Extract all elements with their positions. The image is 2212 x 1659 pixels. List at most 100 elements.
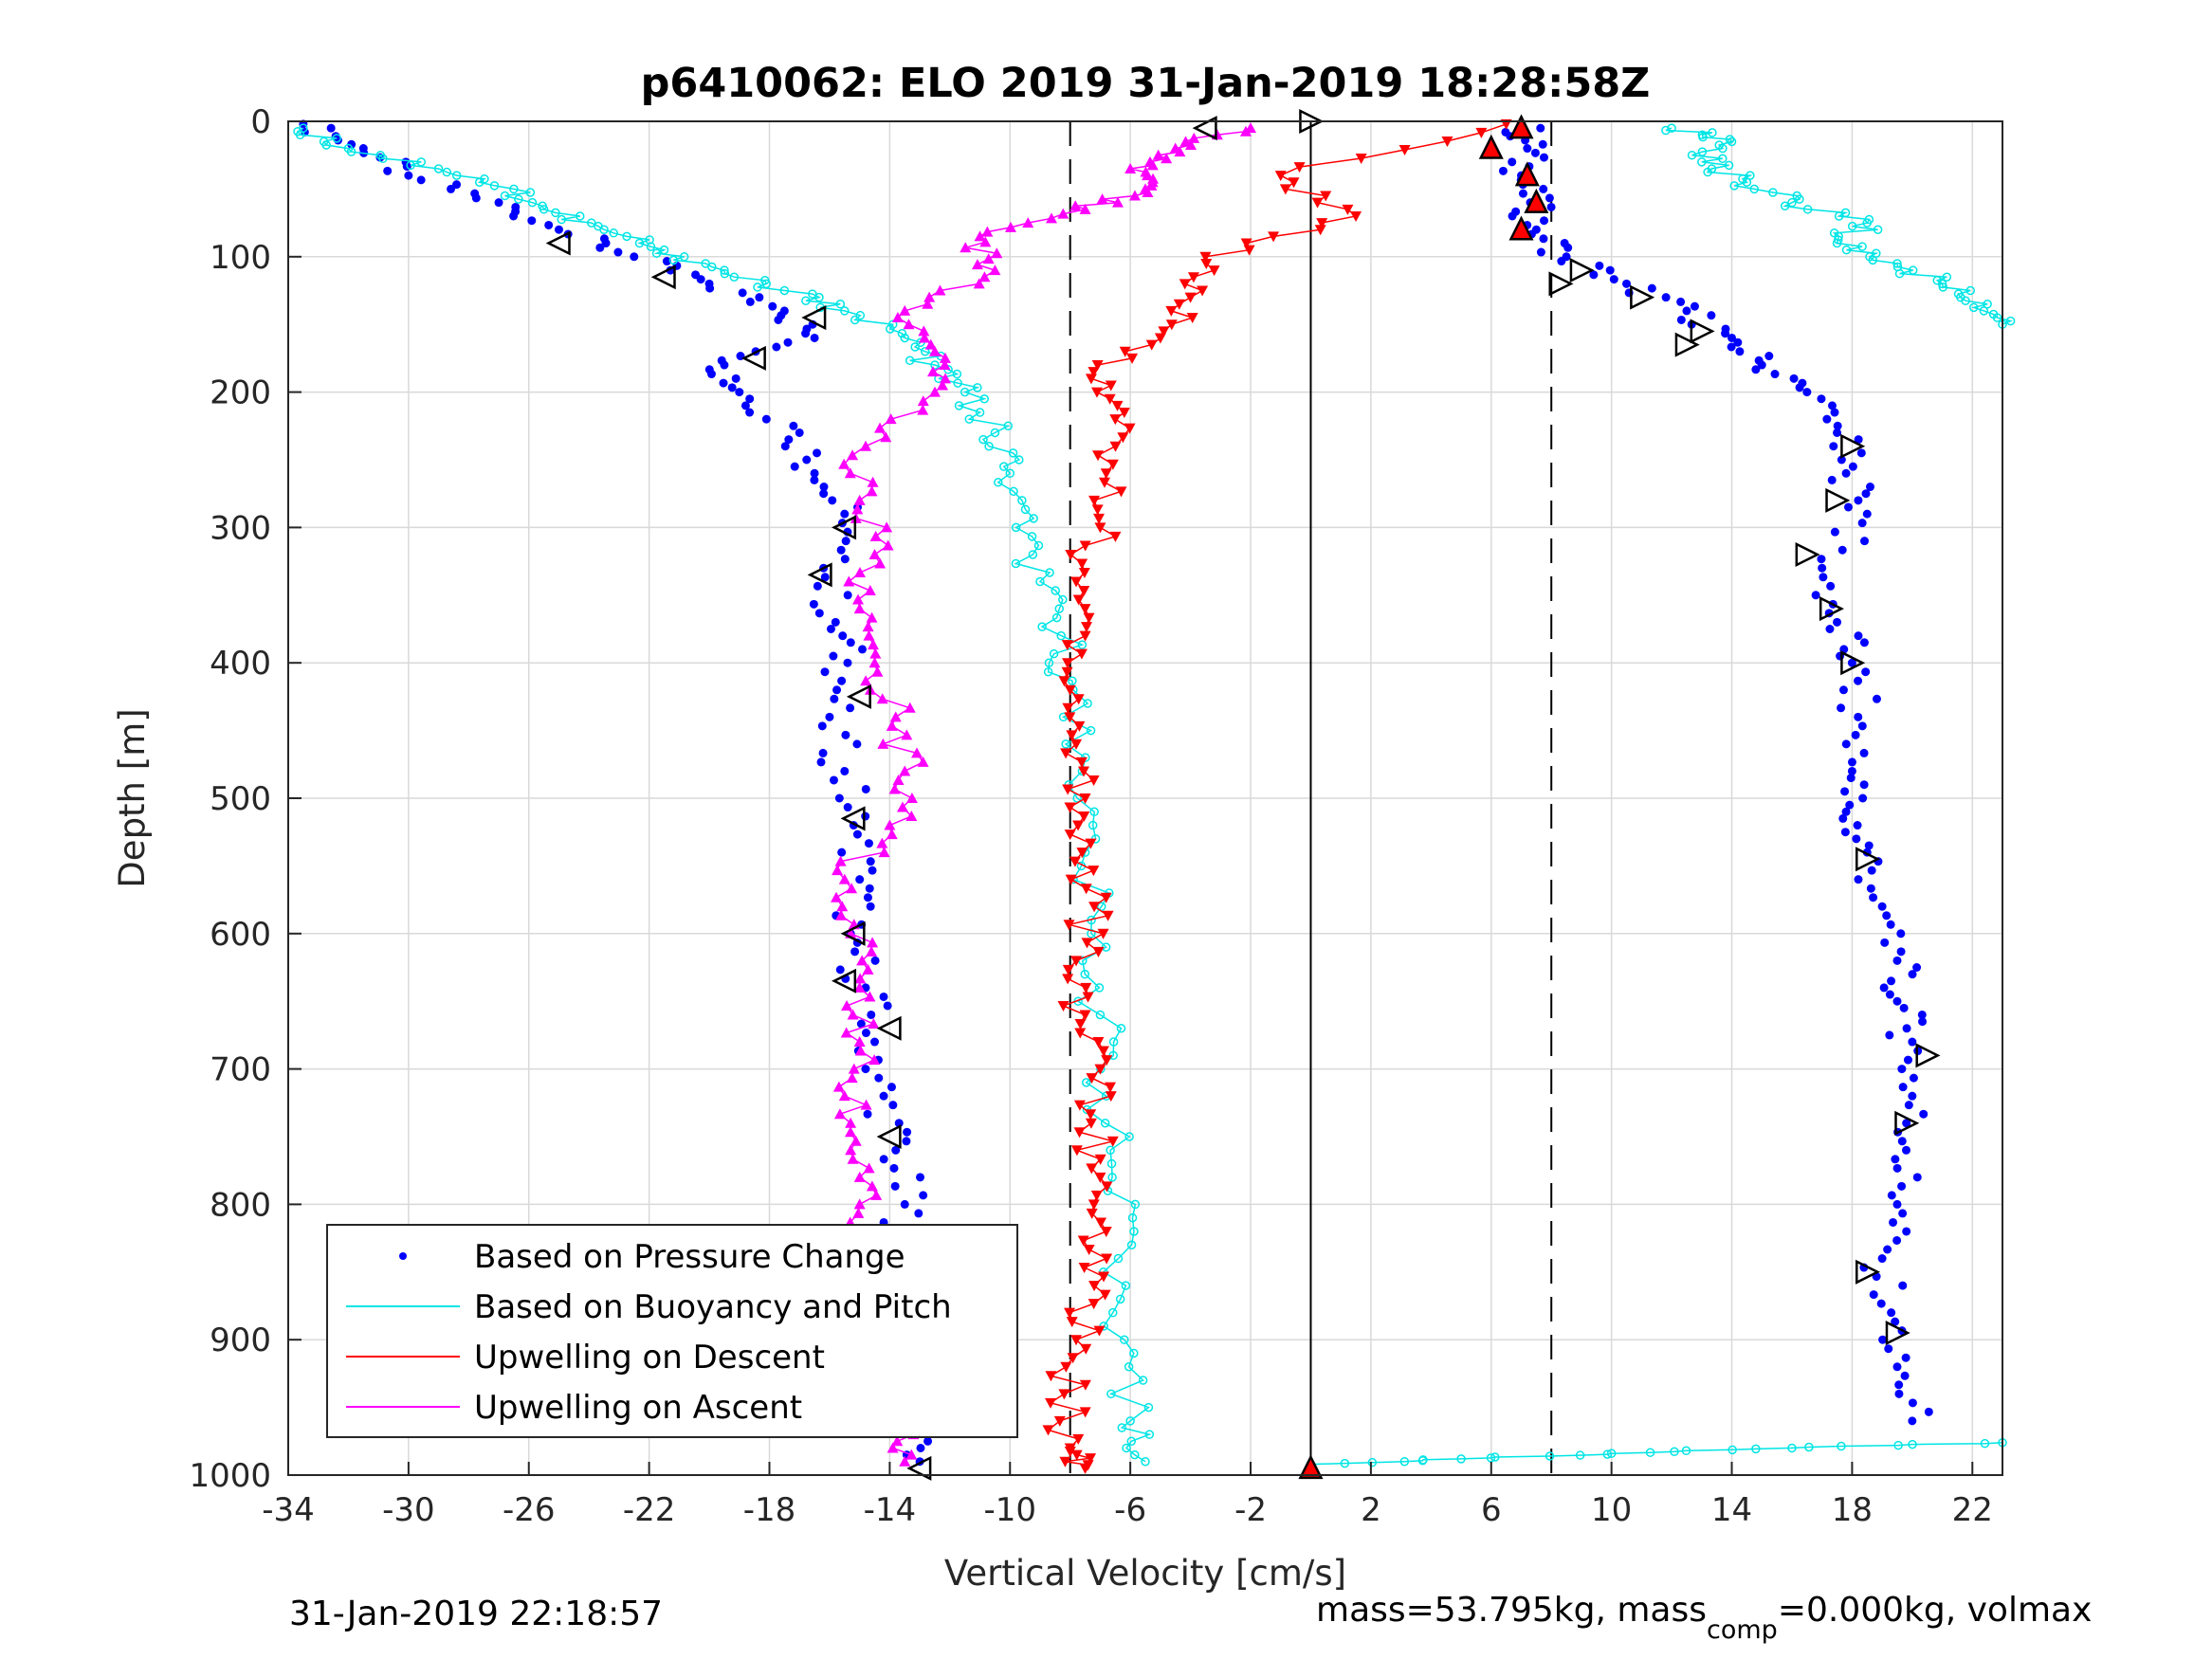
data-point [1841,807,1851,816]
data-point [1840,828,1850,837]
pitch-marker-left [846,684,871,709]
data-point [1108,1037,1119,1047]
data-point [1898,1281,1908,1290]
data-point [861,1029,870,1038]
data-point [1088,902,1101,913]
data-point [847,1009,859,1020]
data-point [888,783,901,794]
data-point [662,257,671,266]
data-point [1111,400,1124,411]
data-point [852,593,865,605]
y-axis-ticks: 0 100 200 300 400 500 600 700 800 900 1000 [189,103,302,1495]
data-point [1908,1416,1917,1426]
data-point [1088,1199,1100,1211]
data-point [1340,1458,1350,1468]
data-point [1083,699,1092,708]
data-point [840,306,850,316]
data-point [1064,1307,1076,1319]
x-tick-label: 2 [1361,1491,1381,1529]
data-point [1054,604,1065,613]
data-point [551,208,560,218]
mass-annotation-prefix: mass=53.795kg, mass [1316,1591,1707,1630]
data-point [905,811,918,822]
data-point [911,747,923,758]
data-point [877,738,889,749]
data-point [863,893,872,902]
data-point [1124,423,1136,434]
x-tick-label: 6 [1481,1491,1502,1529]
data-point [1787,1443,1797,1453]
data-point [840,1027,852,1038]
data-point [1856,448,1866,458]
data-point [1143,155,1156,167]
data-point [527,216,537,226]
data-point [853,567,866,577]
data-point [1117,432,1129,444]
data-point [1086,1073,1098,1085]
series-0 [299,119,1933,1467]
data-point [1086,1163,1098,1175]
data-point [1802,388,1812,397]
data-point [819,483,829,492]
data-point [816,757,826,767]
data-point [1090,1190,1103,1201]
data-point [745,408,755,417]
data-point [1070,1449,1083,1461]
data-point [852,1207,865,1218]
data-point [1896,929,1906,939]
data-point [494,198,503,208]
data-point [1064,1447,1076,1458]
data-point [934,284,946,296]
data-point [1245,122,1257,134]
data-point [1093,1325,1106,1337]
series-line [296,127,1152,1463]
data-point [836,901,849,912]
legend-label-ascent: Upwelling on Ascent [474,1389,802,1427]
data-point [1937,279,1947,289]
data-point [813,581,822,591]
data-point [784,435,794,445]
y-tick-label: 600 [210,916,271,954]
data-point [820,573,830,582]
data-point [832,685,842,695]
data-point [471,193,481,203]
pitch-marker-left [876,1123,902,1150]
data-point [1661,293,1671,302]
data-point [1051,586,1060,595]
data-point [870,956,880,965]
data-point [1854,496,1863,505]
data-point [1878,1335,1888,1344]
data-point [1288,177,1300,189]
data-point [1697,147,1708,156]
data-point [850,947,860,957]
legend-label-pressure: Based on Pressure Change [474,1238,905,1276]
data-point [864,839,873,848]
data-point [927,366,940,377]
data-point [1154,333,1166,344]
pitch-marker-right [1825,487,1851,513]
data-point [1983,300,1992,309]
data-point [1833,421,1842,430]
data-point [881,521,893,533]
data-point [939,352,951,363]
data-point [1854,435,1863,445]
data-point [1073,720,1086,732]
data-point [1096,193,1108,205]
data-point [1833,428,1842,437]
data-point [1057,208,1069,219]
data-point [975,408,985,417]
data-point [1070,738,1083,750]
data-point [729,272,740,282]
data-point [326,123,336,133]
data-point [1105,380,1117,392]
data-point [1854,676,1863,685]
data-point [954,401,964,410]
data-point [544,220,554,229]
data-point [835,909,848,921]
data-point [1841,245,1852,255]
data-point [867,937,879,948]
data-point [1857,721,1867,731]
data-point [1832,238,1842,248]
data-point [1062,974,1074,985]
pitch-marker-right [1894,1110,1920,1136]
